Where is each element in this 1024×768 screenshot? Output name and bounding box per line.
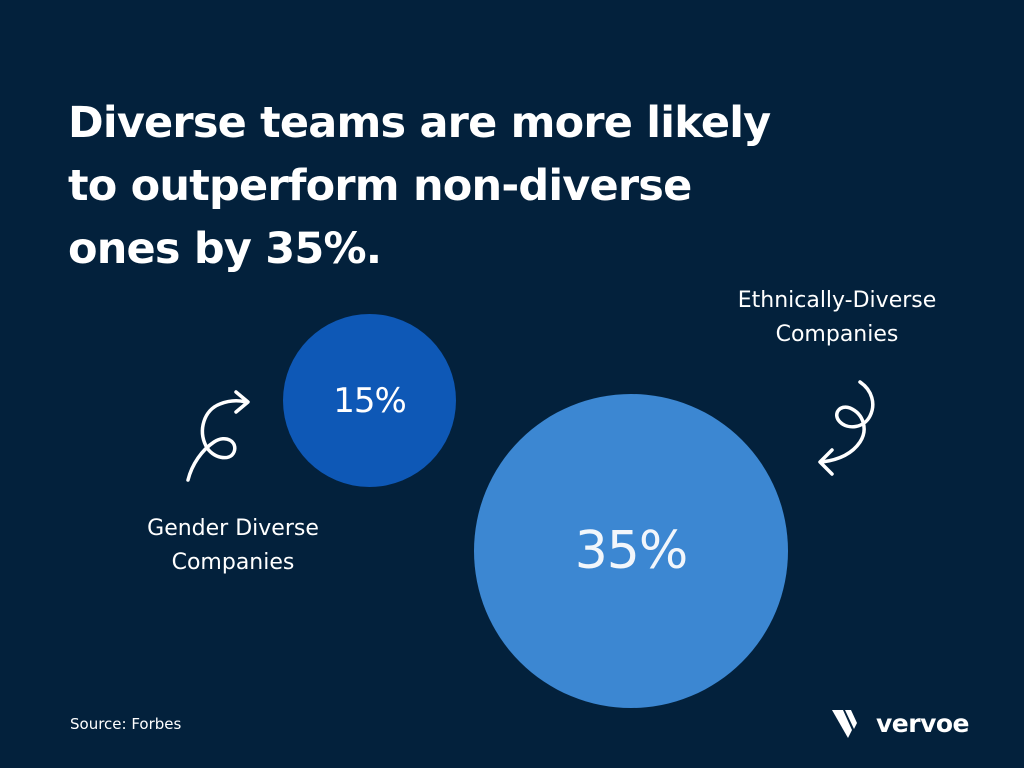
source-note: Source: Forbes <box>70 715 182 733</box>
label-ethnic-line-2: Companies <box>775 322 899 347</box>
bubble-gender-diverse: 15% <box>283 314 456 487</box>
label-gender-line-1: Gender Diverse <box>147 516 319 541</box>
headline: Diverse teams are more likely to outperf… <box>68 92 788 281</box>
label-ethnic-line-1: Ethnically-Diverse <box>737 288 937 313</box>
label-ethnically-diverse: Ethnically-Diverse Companies <box>712 284 962 352</box>
label-gender-diverse: Gender Diverse Companies <box>108 512 358 580</box>
bubble-ethnically-diverse: 35% <box>474 394 788 708</box>
bubble-gender-value: 15% <box>333 380 407 421</box>
curly-arrow-icon <box>186 390 250 482</box>
headline-line-1: Diverse teams are more likely <box>68 98 771 148</box>
curly-arrow-icon <box>818 380 875 476</box>
bubble-ethnic-value: 35% <box>574 521 689 581</box>
vervoe-logo: vervoe <box>832 703 970 743</box>
headline-line-3: ones by 35%. <box>68 224 382 274</box>
brand-name: vervoe <box>876 708 970 738</box>
headline-line-2: to outperform non-diverse <box>68 161 692 211</box>
vervoe-v-logo-icon <box>832 710 857 738</box>
label-gender-line-2: Companies <box>171 550 295 575</box>
